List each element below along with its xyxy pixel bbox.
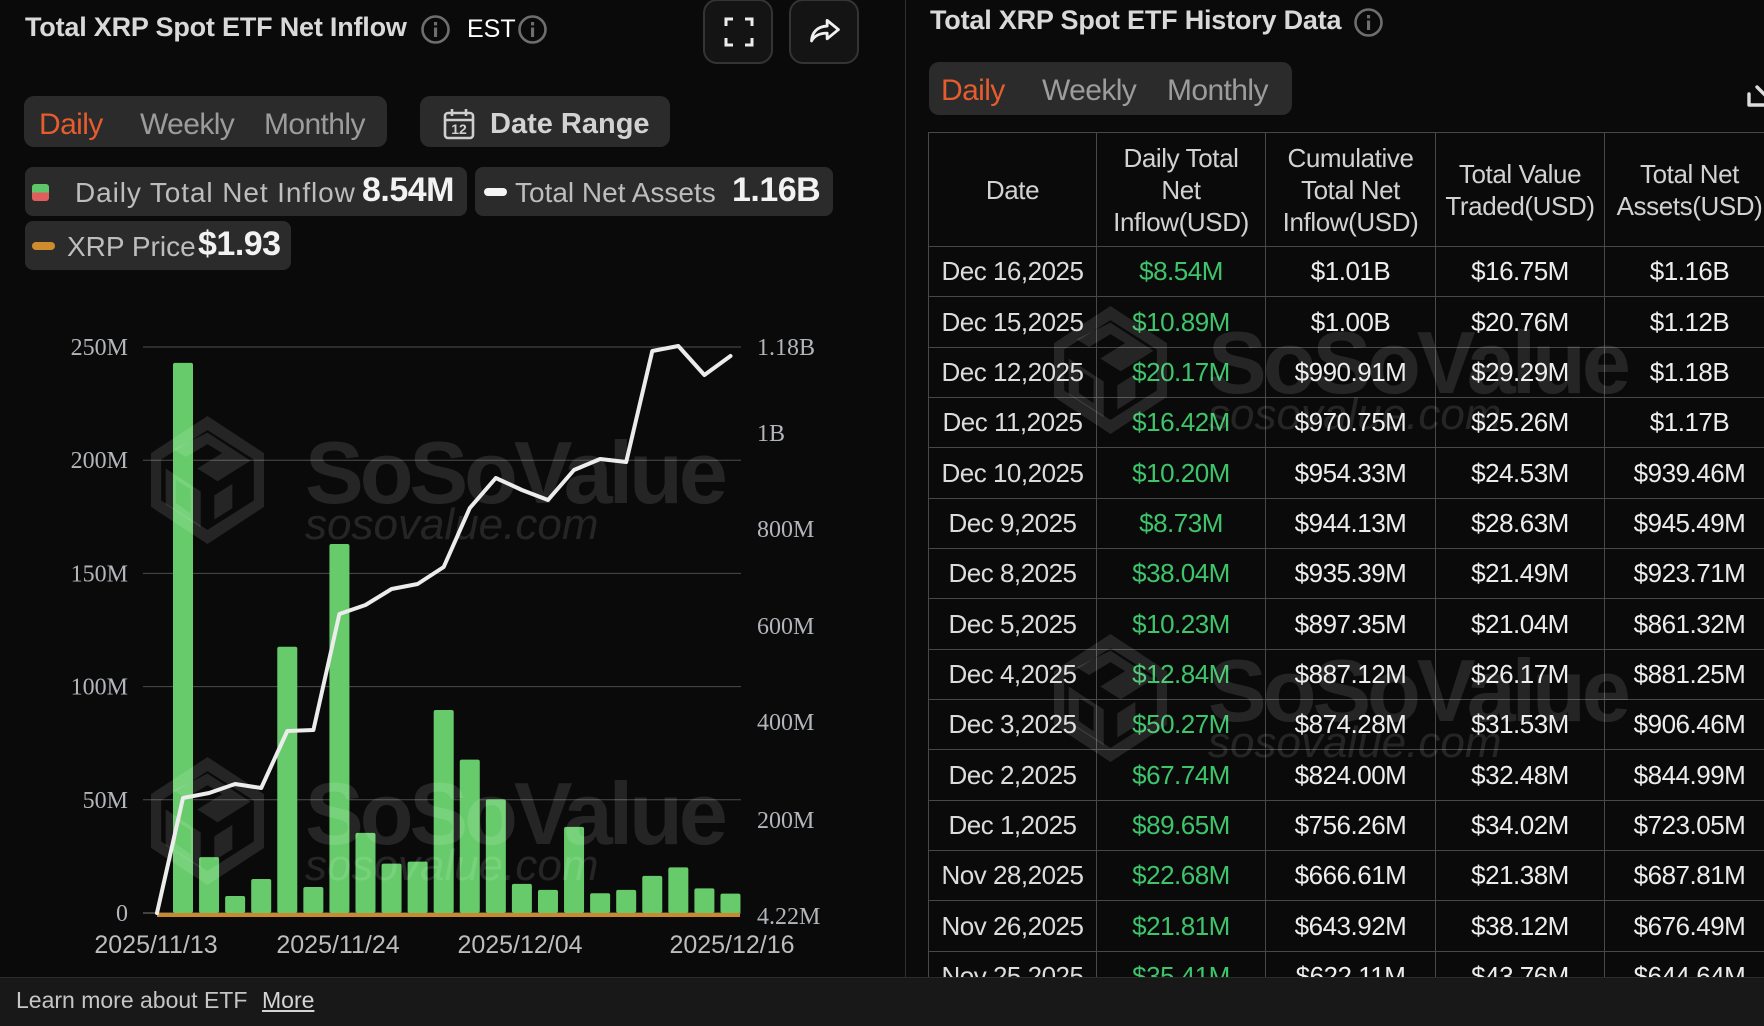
svg-text:4.22M: 4.22M <box>757 904 820 930</box>
svg-text:250M: 250M <box>71 335 128 361</box>
svg-text:2025/11/13: 2025/11/13 <box>94 931 217 959</box>
svg-text:sosovalue.com: sosovalue.com <box>305 500 598 549</box>
svg-text:1.18B: 1.18B <box>757 335 815 361</box>
svg-text:800M: 800M <box>757 517 814 543</box>
svg-text:150M: 150M <box>71 561 128 587</box>
svg-text:100M: 100M <box>71 675 128 701</box>
svg-text:2025/12/16: 2025/12/16 <box>669 931 794 959</box>
svg-text:sosovalue.com: sosovalue.com <box>305 841 598 890</box>
svg-text:1B: 1B <box>757 421 785 447</box>
svg-text:SoSoValue: SoSoValue <box>305 764 725 863</box>
svg-text:SoSoValue: SoSoValue <box>305 423 725 522</box>
svg-text:50M: 50M <box>83 788 128 814</box>
svg-text:200M: 200M <box>757 808 814 834</box>
svg-text:200M: 200M <box>71 448 128 474</box>
svg-text:600M: 600M <box>757 614 814 640</box>
svg-text:12: 12 <box>451 121 467 137</box>
svg-text:400M: 400M <box>757 710 814 736</box>
svg-text:sosovalue.com: sosovalue.com <box>1208 390 1501 439</box>
svg-text:0: 0 <box>116 901 128 927</box>
svg-text:SoSoValue: SoSoValue <box>1208 313 1628 412</box>
svg-text:sosovalue.com: sosovalue.com <box>1208 718 1501 767</box>
svg-text:SoSoValue: SoSoValue <box>1208 641 1628 740</box>
svg-text:2025/12/04: 2025/12/04 <box>457 931 582 959</box>
svg-text:2025/11/24: 2025/11/24 <box>276 931 399 959</box>
